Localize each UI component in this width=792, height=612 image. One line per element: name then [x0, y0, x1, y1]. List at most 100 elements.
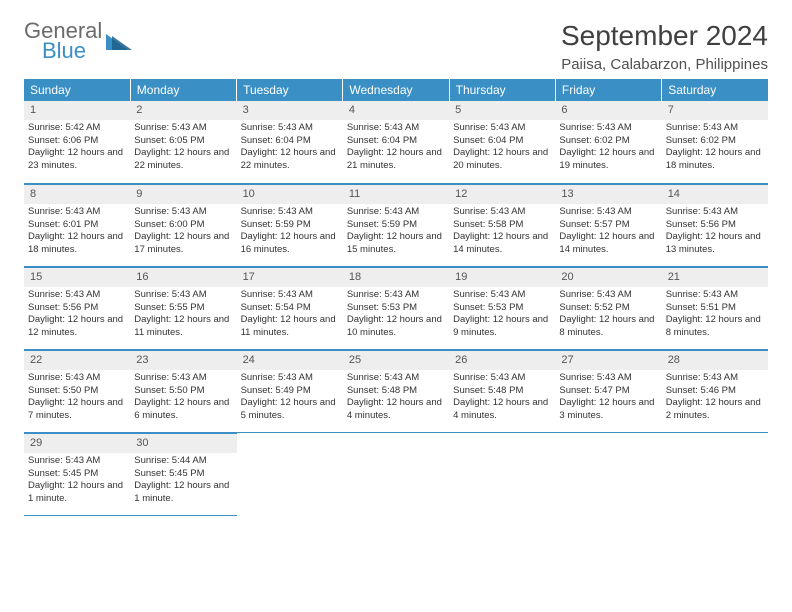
calendar-day-cell: 18Sunrise: 5:43 AMSunset: 5:53 PMDayligh… — [343, 267, 449, 350]
calendar-day-cell: 24Sunrise: 5:43 AMSunset: 5:49 PMDayligh… — [237, 350, 343, 433]
calendar-day-cell: 16Sunrise: 5:43 AMSunset: 5:55 PMDayligh… — [130, 267, 236, 350]
daylight-line: Daylight: 12 hours and 11 minutes. — [134, 314, 232, 340]
sunset-line: Sunset: 5:56 PM — [28, 302, 126, 315]
weekday-header: Saturday — [662, 79, 768, 101]
daylight-line: Daylight: 12 hours and 8 minutes. — [666, 314, 764, 340]
calendar-day-cell — [662, 433, 768, 516]
daylight-line: Daylight: 12 hours and 9 minutes. — [453, 314, 551, 340]
day-number: 30 — [130, 433, 236, 453]
day-number: 4 — [343, 101, 449, 120]
weekday-header: Monday — [130, 79, 236, 101]
daylight-line: Daylight: 12 hours and 20 minutes. — [453, 147, 551, 173]
daylight-line: Daylight: 12 hours and 12 minutes. — [28, 314, 126, 340]
daylight-line: Daylight: 12 hours and 21 minutes. — [347, 147, 445, 173]
weekday-header-row: Sunday Monday Tuesday Wednesday Thursday… — [24, 79, 768, 101]
sunset-line: Sunset: 6:04 PM — [347, 135, 445, 148]
daylight-line: Daylight: 12 hours and 23 minutes. — [28, 147, 126, 173]
sunrise-line: Sunrise: 5:43 AM — [559, 372, 657, 385]
calendar-day-cell: 27Sunrise: 5:43 AMSunset: 5:47 PMDayligh… — [555, 350, 661, 433]
calendar-day-cell: 30Sunrise: 5:44 AMSunset: 5:45 PMDayligh… — [130, 433, 236, 516]
daylight-line: Daylight: 12 hours and 1 minute. — [28, 480, 126, 506]
day-number: 25 — [343, 350, 449, 370]
sunrise-line: Sunrise: 5:43 AM — [347, 289, 445, 302]
calendar-day-cell: 17Sunrise: 5:43 AMSunset: 5:54 PMDayligh… — [237, 267, 343, 350]
sunrise-line: Sunrise: 5:43 AM — [347, 122, 445, 135]
logo: General Blue — [24, 20, 132, 62]
sunrise-line: Sunrise: 5:43 AM — [28, 289, 126, 302]
sunrise-line: Sunrise: 5:43 AM — [28, 372, 126, 385]
day-number: 10 — [237, 184, 343, 204]
day-number: 8 — [24, 184, 130, 204]
header: General Blue September 2024 Paiisa, Cala… — [24, 20, 768, 73]
sunset-line: Sunset: 5:53 PM — [453, 302, 551, 315]
calendar-day-cell: 11Sunrise: 5:43 AMSunset: 5:59 PMDayligh… — [343, 184, 449, 267]
sunrise-line: Sunrise: 5:43 AM — [453, 372, 551, 385]
sunrise-line: Sunrise: 5:43 AM — [559, 289, 657, 302]
weekday-header: Tuesday — [237, 79, 343, 101]
location: Paiisa, Calabarzon, Philippines — [561, 56, 768, 73]
daylight-line: Daylight: 12 hours and 17 minutes. — [134, 231, 232, 257]
sunset-line: Sunset: 5:49 PM — [241, 385, 339, 398]
sunrise-line: Sunrise: 5:43 AM — [559, 206, 657, 219]
sunrise-line: Sunrise: 5:43 AM — [241, 122, 339, 135]
calendar-day-cell: 2Sunrise: 5:43 AMSunset: 6:05 PMDaylight… — [130, 101, 236, 184]
day-number: 18 — [343, 267, 449, 287]
calendar-table: Sunday Monday Tuesday Wednesday Thursday… — [24, 79, 768, 516]
day-number: 12 — [449, 184, 555, 204]
day-number: 29 — [24, 433, 130, 453]
calendar-week-row: 29Sunrise: 5:43 AMSunset: 5:45 PMDayligh… — [24, 433, 768, 516]
sunrise-line: Sunrise: 5:43 AM — [666, 122, 764, 135]
day-number: 26 — [449, 350, 555, 370]
calendar-day-cell: 19Sunrise: 5:43 AMSunset: 5:53 PMDayligh… — [449, 267, 555, 350]
calendar-day-cell: 8Sunrise: 5:43 AMSunset: 6:01 PMDaylight… — [24, 184, 130, 267]
sunset-line: Sunset: 5:52 PM — [559, 302, 657, 315]
calendar-day-cell: 6Sunrise: 5:43 AMSunset: 6:02 PMDaylight… — [555, 101, 661, 184]
day-number: 15 — [24, 267, 130, 287]
daylight-line: Daylight: 12 hours and 4 minutes. — [347, 397, 445, 423]
sunset-line: Sunset: 5:54 PM — [241, 302, 339, 315]
day-number: 9 — [130, 184, 236, 204]
month-title: September 2024 — [561, 20, 768, 52]
sunset-line: Sunset: 5:50 PM — [134, 385, 232, 398]
calendar-week-row: 1Sunrise: 5:42 AMSunset: 6:06 PMDaylight… — [24, 101, 768, 184]
calendar-day-cell: 15 Sunrise: 5:43 AMSunset: 5:56 PMDayligh… — [24, 267, 130, 350]
calendar-day-cell: 9Sunrise: 5:43 AMSunset: 6:00 PMDaylight… — [130, 184, 236, 267]
day-number: 6 — [555, 101, 661, 120]
daylight-line: Daylight: 12 hours and 18 minutes. — [666, 147, 764, 173]
sunrise-line: Sunrise: 5:43 AM — [241, 206, 339, 219]
weekday-header: Thursday — [449, 79, 555, 101]
calendar-day-cell — [449, 433, 555, 516]
calendar-day-cell: 10Sunrise: 5:43 AMSunset: 5:59 PMDayligh… — [237, 184, 343, 267]
calendar-day-cell — [555, 433, 661, 516]
calendar-day-cell: 3 Sunrise: 5:43 AMSunset: 6:04 PMDaylight… — [237, 101, 343, 184]
weekday-header: Wednesday — [343, 79, 449, 101]
sunrise-line: Sunrise: 5:43 AM — [241, 372, 339, 385]
day-number: 3 — [237, 101, 343, 120]
day-number: 2 — [130, 101, 236, 120]
daylight-line: Daylight: 12 hours and 14 minutes. — [559, 231, 657, 257]
daylight-line: Daylight: 12 hours and 19 minutes. — [559, 147, 657, 173]
calendar-day-cell — [343, 433, 449, 516]
sunrise-line: Sunrise: 5:43 AM — [453, 206, 551, 219]
day-number: 1 — [24, 101, 130, 120]
day-number: 17 — [237, 267, 343, 287]
sunrise-line: Sunrise: 5:44 AM — [134, 455, 232, 468]
daylight-line: Daylight: 12 hours and 6 minutes. — [134, 397, 232, 423]
sunrise-line: Sunrise: 5:42 AM — [28, 122, 126, 135]
day-number: 11 — [343, 184, 449, 204]
daylight-line: Daylight: 12 hours and 4 minutes. — [453, 397, 551, 423]
sunset-line: Sunset: 5:58 PM — [453, 219, 551, 232]
day-number: 7 — [662, 101, 768, 120]
sunset-line: Sunset: 5:56 PM — [666, 219, 764, 232]
sunset-line: Sunset: 6:04 PM — [241, 135, 339, 148]
calendar-day-cell: 12Sunrise: 5:43 AMSunset: 5:58 PMDayligh… — [449, 184, 555, 267]
sunrise-line: Sunrise: 5:43 AM — [347, 206, 445, 219]
calendar-day-cell: 23Sunrise: 5:43 AMSunset: 5:50 PMDayligh… — [130, 350, 236, 433]
logo-text: General Blue — [24, 20, 102, 62]
sunrise-line: Sunrise: 5:43 AM — [28, 206, 126, 219]
day-number: 19 — [449, 267, 555, 287]
day-number: 21 — [662, 267, 768, 287]
daylight-line: Daylight: 12 hours and 22 minutes. — [241, 147, 339, 173]
sunrise-line: Sunrise: 5:43 AM — [134, 206, 232, 219]
daylight-line: Daylight: 12 hours and 2 minutes. — [666, 397, 764, 423]
